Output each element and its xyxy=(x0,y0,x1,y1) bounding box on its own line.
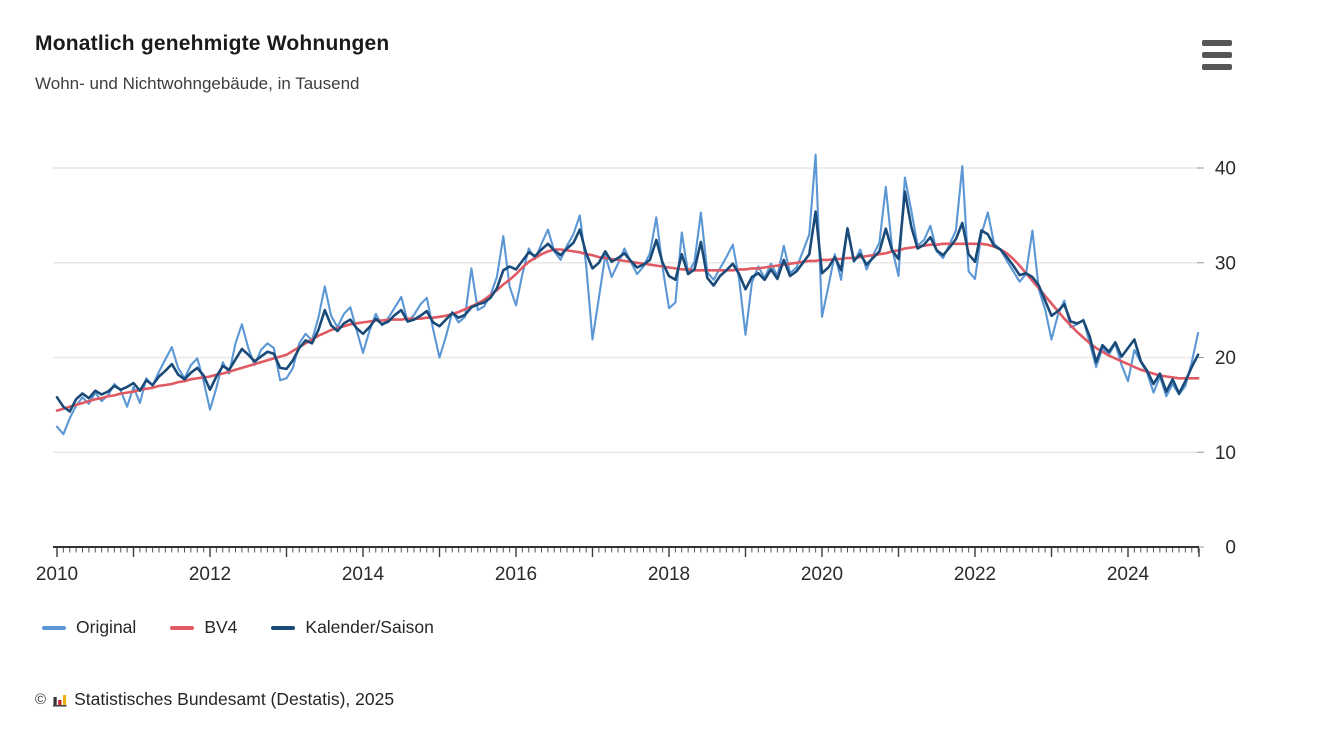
legend-swatch-kalender-saison xyxy=(271,625,296,630)
y-tick-label: 20 xyxy=(1215,348,1236,369)
legend-item-kalender-saison[interactable]: Kalender/Saison xyxy=(271,617,434,638)
series-line-kalender-saison xyxy=(55,190,1200,413)
legend-label-kalender-saison: Kalender/Saison xyxy=(305,617,434,637)
series-line-original xyxy=(55,153,1200,436)
destatis-logo-icon xyxy=(53,695,67,707)
x-axis-labels: 2010 2012 2014 2016 2018 2020 2022 2024 xyxy=(36,564,1150,585)
y-tick-label: 0 xyxy=(1225,538,1236,559)
source-line: © Statistisches Bundesamt (Destatis), 20… xyxy=(35,689,394,710)
legend-swatch-bv4 xyxy=(170,625,195,630)
x-tick-label: 2014 xyxy=(342,564,385,585)
x-tick-label: 2010 xyxy=(36,564,78,585)
gridlines xyxy=(53,167,1204,548)
legend-label-original: Original xyxy=(76,617,137,637)
page-title: Monatlich genehmigte Wohnungen xyxy=(35,32,390,55)
x-tick-label: 2020 xyxy=(801,564,843,585)
hamburger-icon xyxy=(1202,52,1232,58)
chart-subtitle: Wohn- und Nichtwohngebäude, in Tausend xyxy=(35,74,360,93)
legend-item-bv4[interactable]: BV4 xyxy=(170,617,237,638)
source-text: Statistisches Bundesamt (Destatis), 2025 xyxy=(74,689,395,709)
x-tick-label: 2016 xyxy=(495,564,537,585)
export-menu-button[interactable] xyxy=(1202,40,1234,70)
y-axis-labels: 0 10 20 30 40 xyxy=(1215,159,1236,559)
legend: Original BV4 Kalender/Saison xyxy=(42,617,434,638)
copyright-symbol: © xyxy=(35,691,47,708)
x-axis xyxy=(53,546,1200,557)
x-tick-label: 2024 xyxy=(1107,564,1150,585)
legend-swatch-original xyxy=(42,625,66,630)
x-tick-label: 2018 xyxy=(648,564,690,585)
y-tick-label: 10 xyxy=(1215,443,1236,464)
hamburger-icon xyxy=(1202,40,1232,46)
legend-item-original[interactable]: Original xyxy=(42,617,136,638)
legend-label-bv4: BV4 xyxy=(204,617,238,637)
y-tick-label: 40 xyxy=(1215,159,1236,180)
x-tick-label: 2012 xyxy=(189,564,231,585)
hamburger-icon xyxy=(1202,64,1232,70)
x-tick-label: 2022 xyxy=(954,564,996,585)
y-tick-label: 30 xyxy=(1215,253,1236,274)
series-line-bv4 xyxy=(55,242,1200,412)
